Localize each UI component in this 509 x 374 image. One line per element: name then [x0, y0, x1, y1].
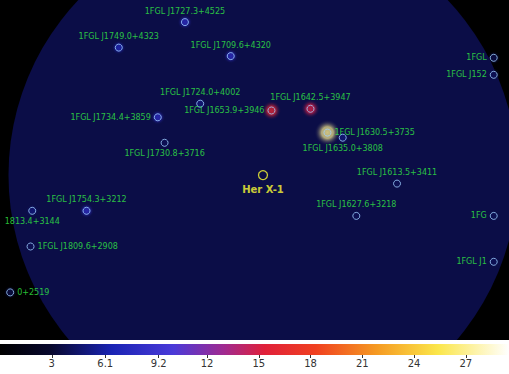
svg-text:1FGL: 1FGL — [466, 53, 487, 62]
svg-text:27: 27 — [459, 358, 472, 369]
svg-text:1FGL J1724.0+4002: 1FGL J1724.0+4002 — [160, 88, 240, 97]
svg-text:1FGL J1730.8+3716: 1FGL J1730.8+3716 — [124, 149, 204, 158]
svg-text:1FGL J1653.9+3946: 1FGL J1653.9+3946 — [184, 106, 264, 115]
svg-text:1FGL J1734.4+3859: 1FGL J1734.4+3859 — [70, 113, 150, 122]
svg-text:1FGL J1642.5+3947: 1FGL J1642.5+3947 — [270, 93, 350, 102]
svg-text:15: 15 — [252, 358, 265, 369]
svg-text:6.1: 6.1 — [97, 358, 113, 369]
svg-text:1813.4+3144: 1813.4+3144 — [5, 217, 60, 226]
svg-text:9.2: 9.2 — [151, 358, 167, 369]
svg-text:1FGL J1749.0+4323: 1FGL J1749.0+4323 — [79, 32, 159, 41]
svg-text:0+2519: 0+2519 — [17, 288, 49, 297]
svg-text:Her X-1: Her X-1 — [242, 184, 284, 195]
svg-text:1FGL J1727.3+4525: 1FGL J1727.3+4525 — [145, 7, 225, 16]
svg-text:1FGL J1709.6+4320: 1FGL J1709.6+4320 — [191, 41, 271, 50]
svg-text:1FGL J152: 1FGL J152 — [446, 70, 487, 79]
svg-text:1FGL J1613.5+3411: 1FGL J1613.5+3411 — [357, 168, 437, 177]
svg-text:1FGL J1627.6+3218: 1FGL J1627.6+3218 — [316, 200, 396, 209]
svg-text:1FGL J1630.5+3735: 1FGL J1630.5+3735 — [334, 128, 414, 137]
svg-text:1FGL J1754.3+3212: 1FGL J1754.3+3212 — [46, 195, 126, 204]
svg-text:21: 21 — [356, 358, 369, 369]
svg-text:12: 12 — [201, 358, 214, 369]
svg-text:1FGL J1635.0+3808: 1FGL J1635.0+3808 — [303, 144, 383, 153]
svg-text:24: 24 — [408, 358, 421, 369]
svg-text:1FGL J1809.6+2908: 1FGL J1809.6+2908 — [38, 242, 118, 251]
svg-text:1FGL J1: 1FGL J1 — [456, 257, 486, 266]
svg-text:18: 18 — [304, 358, 317, 369]
svg-text:1FG: 1FG — [471, 211, 487, 220]
svg-text:3: 3 — [49, 358, 55, 369]
